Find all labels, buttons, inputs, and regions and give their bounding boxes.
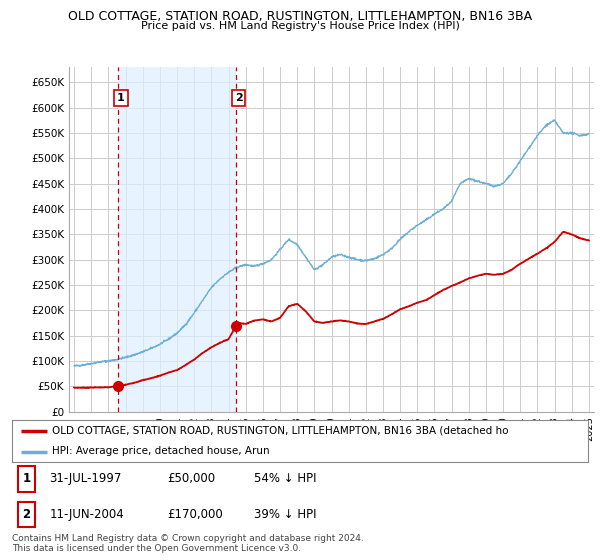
FancyBboxPatch shape [18, 466, 35, 492]
Text: 11-JUN-2004: 11-JUN-2004 [49, 508, 124, 521]
Text: 39% ↓ HPI: 39% ↓ HPI [254, 508, 316, 521]
Text: 54% ↓ HPI: 54% ↓ HPI [254, 472, 316, 486]
Text: OLD COTTAGE, STATION ROAD, RUSTINGTON, LITTLEHAMPTON, BN16 3BA: OLD COTTAGE, STATION ROAD, RUSTINGTON, L… [68, 10, 532, 23]
Text: 1: 1 [22, 472, 31, 486]
Text: 1: 1 [117, 93, 125, 103]
Text: £170,000: £170,000 [167, 508, 223, 521]
Text: Price paid vs. HM Land Registry's House Price Index (HPI): Price paid vs. HM Land Registry's House … [140, 21, 460, 31]
FancyBboxPatch shape [18, 502, 35, 527]
Bar [118, 67, 236, 412]
Text: HPI: Average price, detached house, Arun: HPI: Average price, detached house, Arun [52, 446, 270, 456]
Text: 31-JUL-1997: 31-JUL-1997 [49, 472, 122, 486]
Text: OLD COTTAGE, STATION ROAD, RUSTINGTON, LITTLEHAMPTON, BN16 3BA (detached ho: OLD COTTAGE, STATION ROAD, RUSTINGTON, L… [52, 426, 509, 436]
Text: £50,000: £50,000 [167, 472, 215, 486]
Text: 2: 2 [235, 93, 242, 103]
Text: Contains HM Land Registry data © Crown copyright and database right 2024.
This d: Contains HM Land Registry data © Crown c… [12, 534, 364, 553]
Text: 2: 2 [22, 508, 31, 521]
